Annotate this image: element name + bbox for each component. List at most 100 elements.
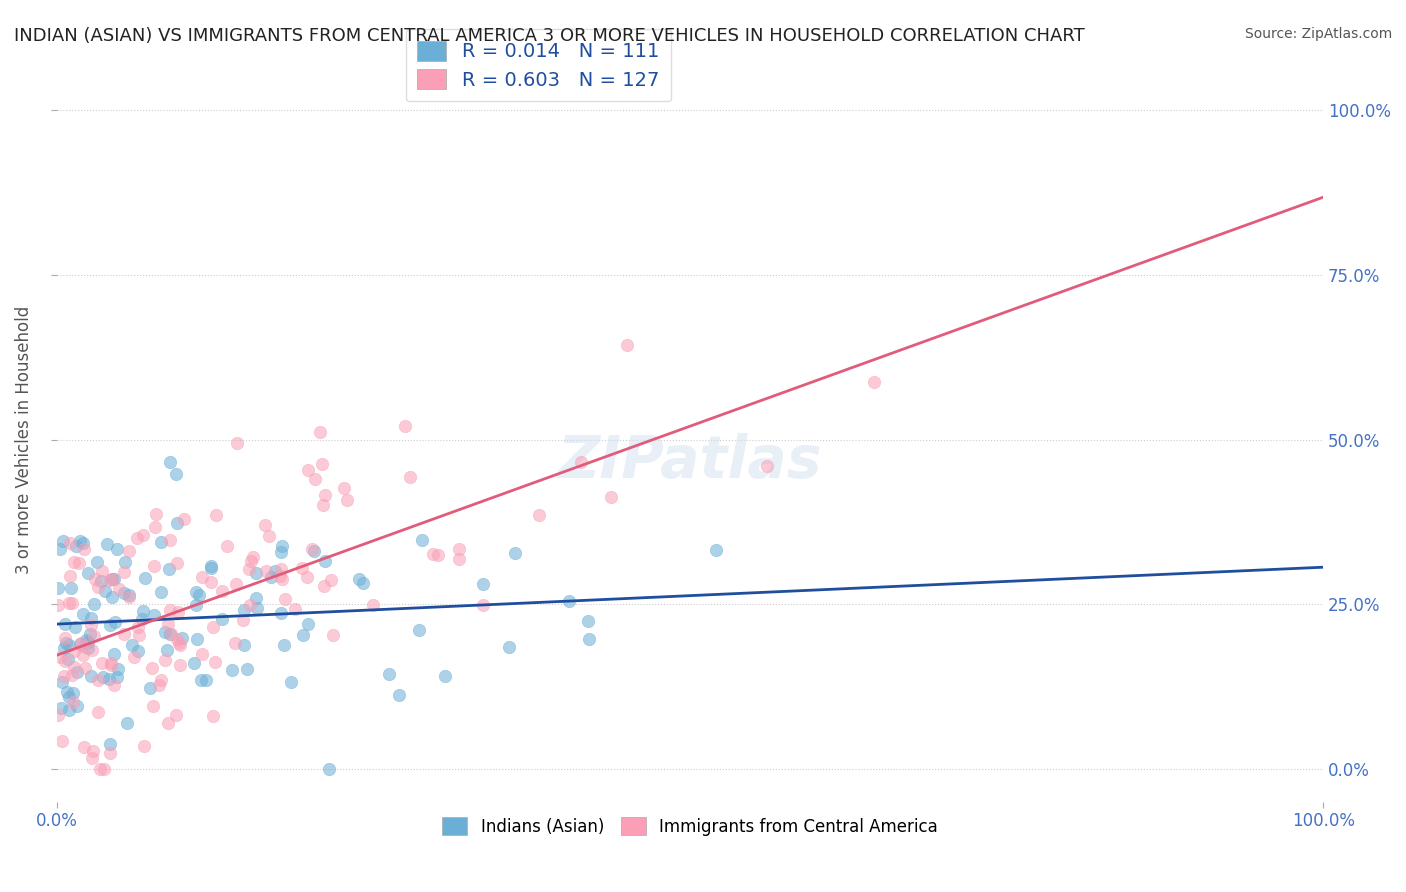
Indians (Asian)	[56, 651, 79, 665]
Immigrants from Central America	[527, 508, 550, 522]
Immigrants from Central America	[312, 579, 335, 593]
Indians (Asian)	[98, 737, 121, 751]
Indians (Asian)	[55, 636, 77, 650]
Indians (Asian)	[53, 617, 76, 632]
Immigrants from Central America	[242, 549, 264, 564]
Immigrants from Central America	[87, 706, 110, 720]
Indians (Asian)	[76, 640, 98, 655]
Indians (Asian)	[190, 673, 212, 687]
Immigrants from Central America	[73, 740, 96, 755]
Indians (Asian)	[80, 611, 103, 625]
Immigrants from Central America	[60, 668, 83, 682]
Immigrants from Central America	[91, 657, 114, 671]
Indians (Asian)	[66, 665, 89, 679]
Indians (Asian)	[184, 585, 207, 599]
Immigrants from Central America	[72, 648, 94, 662]
Indians (Asian)	[105, 542, 128, 557]
Immigrants from Central America	[571, 455, 593, 469]
Immigrants from Central America	[72, 639, 94, 653]
Immigrants from Central America	[165, 708, 187, 723]
Immigrants from Central America	[284, 601, 307, 615]
Immigrants from Central America	[132, 528, 155, 542]
Indians (Asian)	[232, 603, 254, 617]
Indians (Asian)	[314, 554, 336, 568]
Immigrants from Central America	[70, 636, 93, 650]
Indians (Asian)	[101, 591, 124, 605]
Indians (Asian)	[260, 570, 283, 584]
Indians (Asian)	[184, 598, 207, 612]
Indians (Asian)	[273, 638, 295, 652]
Immigrants from Central America	[239, 599, 262, 613]
Indians (Asian)	[388, 688, 411, 702]
Immigrants from Central America	[616, 338, 638, 352]
Y-axis label: 3 or more Vehicles in Household: 3 or more Vehicles in Household	[15, 305, 32, 574]
Immigrants from Central America	[118, 590, 141, 604]
Indians (Asian)	[121, 638, 143, 652]
Legend: Indians (Asian), Immigrants from Central America: Indians (Asian), Immigrants from Central…	[434, 809, 946, 844]
Immigrants from Central America	[311, 457, 333, 471]
Immigrants from Central America	[191, 570, 214, 584]
Immigrants from Central America	[254, 564, 277, 578]
Immigrants from Central America	[46, 707, 69, 722]
Indians (Asian)	[271, 539, 294, 553]
Indians (Asian)	[96, 536, 118, 550]
Indians (Asian)	[49, 542, 72, 557]
Indians (Asian)	[318, 762, 340, 776]
Immigrants from Central America	[82, 643, 104, 657]
Immigrants from Central America	[361, 599, 384, 613]
Indians (Asian)	[139, 681, 162, 695]
Indians (Asian)	[105, 670, 128, 684]
Indians (Asian)	[292, 628, 315, 642]
Indians (Asian)	[498, 640, 520, 654]
Indians (Asian)	[72, 536, 94, 550]
Immigrants from Central America	[200, 574, 222, 589]
Immigrants from Central America	[160, 626, 183, 640]
Indians (Asian)	[131, 611, 153, 625]
Immigrants from Central America	[167, 605, 190, 619]
Indians (Asian)	[94, 584, 117, 599]
Indians (Asian)	[200, 558, 222, 573]
Indians (Asian)	[80, 669, 103, 683]
Immigrants from Central America	[332, 481, 354, 495]
Immigrants from Central America	[422, 547, 444, 561]
Immigrants from Central America	[447, 541, 470, 556]
Indians (Asian)	[194, 673, 217, 688]
Immigrants from Central America	[58, 535, 80, 549]
Immigrants from Central America	[271, 572, 294, 586]
Immigrants from Central America	[67, 556, 90, 570]
Indians (Asian)	[83, 597, 105, 611]
Immigrants from Central America	[153, 653, 176, 667]
Indians (Asian)	[60, 581, 83, 595]
Immigrants from Central America	[145, 508, 167, 522]
Indians (Asian)	[90, 574, 112, 588]
Immigrants from Central America	[312, 499, 335, 513]
Immigrants from Central America	[80, 617, 103, 632]
Immigrants from Central America	[86, 580, 108, 594]
Immigrants from Central America	[394, 418, 416, 433]
Indians (Asian)	[349, 572, 371, 586]
Indians (Asian)	[69, 534, 91, 549]
Indians (Asian)	[221, 663, 243, 677]
Immigrants from Central America	[755, 458, 778, 473]
Indians (Asian)	[53, 640, 76, 655]
Immigrants from Central America	[314, 488, 336, 502]
Immigrants from Central America	[53, 631, 76, 645]
Indians (Asian)	[103, 572, 125, 586]
Immigrants from Central America	[63, 555, 86, 569]
Indians (Asian)	[411, 533, 433, 547]
Immigrants from Central America	[600, 490, 623, 504]
Indians (Asian)	[166, 516, 188, 530]
Indians (Asian)	[134, 571, 156, 585]
Indians (Asian)	[246, 601, 269, 615]
Immigrants from Central America	[87, 673, 110, 687]
Indians (Asian)	[58, 638, 80, 652]
Indians (Asian)	[408, 623, 430, 637]
Immigrants from Central America	[169, 636, 191, 650]
Immigrants from Central America	[159, 533, 181, 548]
Immigrants from Central America	[205, 508, 228, 522]
Indians (Asian)	[172, 631, 194, 645]
Indians (Asian)	[263, 564, 285, 578]
Immigrants from Central America	[59, 569, 82, 583]
Indians (Asian)	[114, 555, 136, 569]
Indians (Asian)	[183, 656, 205, 670]
